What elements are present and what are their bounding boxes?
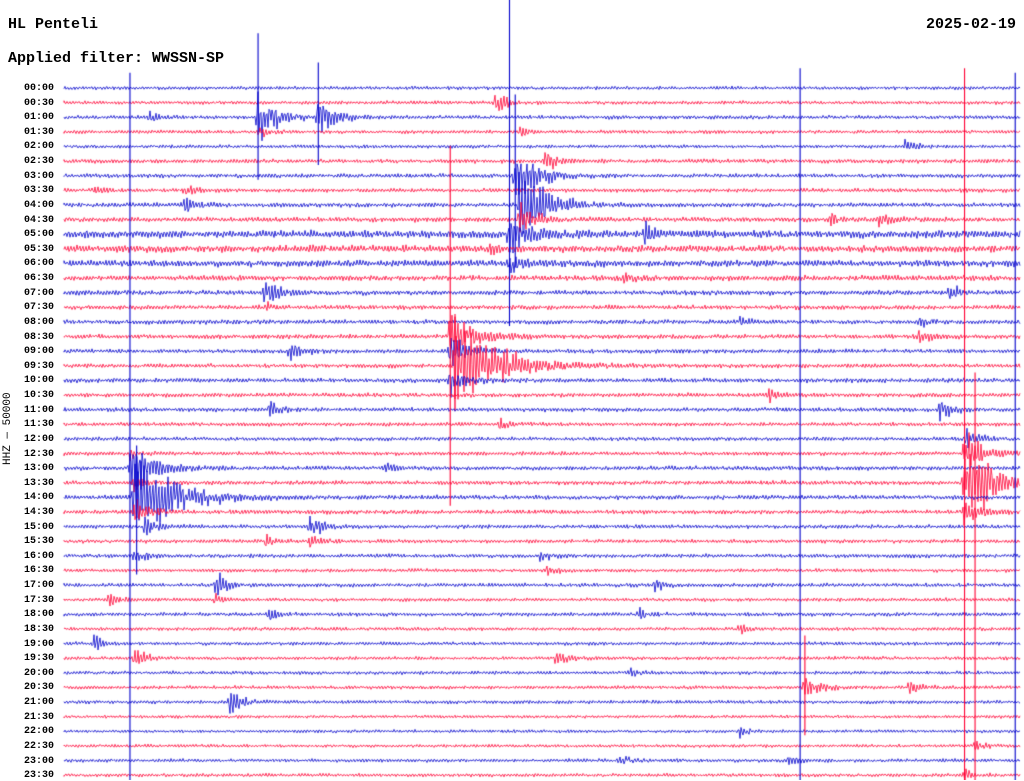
time-label: 06:30 [23,273,54,285]
time-label: 18:30 [23,623,54,635]
station-name: HL Penteli [8,16,99,33]
time-label: 22:30 [23,740,54,752]
time-label: 10:30 [23,390,54,402]
time-label: 02:30 [23,156,54,168]
time-label: 07:30 [23,302,54,314]
time-label: 10:00 [23,375,54,387]
time-label: 11:00 [23,404,54,416]
time-label: 09:30 [23,360,54,372]
time-label: 00:30 [23,97,54,109]
time-label: 08:30 [23,331,54,343]
time-label: 21:30 [23,711,54,723]
time-label: 05:30 [23,243,54,255]
time-label: 05:00 [23,229,54,241]
time-label: 17:30 [23,594,54,606]
time-label: 08:00 [23,316,54,328]
time-label: 00:00 [23,83,54,94]
time-label: 02:00 [23,141,54,153]
time-label: 18:00 [23,609,54,621]
time-label: 21:00 [23,697,54,709]
time-label: 23:00 [23,755,54,767]
time-label: 04:00 [23,199,54,211]
time-label: 01:00 [23,112,54,124]
time-label: 06:00 [23,258,54,270]
time-labels: 00:00 00:30 01:00 01:30 02:00 02:30 03:00 03:30… [0,0,58,781]
time-label: 16:30 [23,565,54,577]
time-label: 14:30 [23,506,54,518]
time-label: 09:00 [23,346,54,358]
time-label: 20:00 [23,667,54,679]
date-label: 2025-02-19 [925,16,1016,33]
time-label: 11:30 [23,419,54,431]
time-label: 12:00 [23,433,54,445]
time-label: 13:00 [23,463,54,475]
time-label: 03:30 [23,185,54,197]
time-label: 19:00 [23,638,54,650]
time-label: 15:30 [23,536,54,548]
time-label: 13:30 [23,477,54,489]
time-label: 01:30 [23,126,54,138]
time-label: 12:30 [23,448,54,460]
time-label: 23:30 [23,770,54,781]
time-label: 04:30 [23,214,54,226]
time-label: 07:00 [23,287,54,299]
time-label: 20:30 [23,682,54,694]
time-label: 22:00 [23,726,54,738]
time-label: 15:00 [23,521,54,533]
time-label: 16:00 [23,550,54,562]
time-label: 19:30 [23,653,54,665]
time-label: 03:00 [23,170,54,182]
time-label: 14:00 [23,492,54,504]
filter-label: Applied filter: WWSSN-SP [8,50,225,67]
time-label: 17:00 [23,580,54,592]
